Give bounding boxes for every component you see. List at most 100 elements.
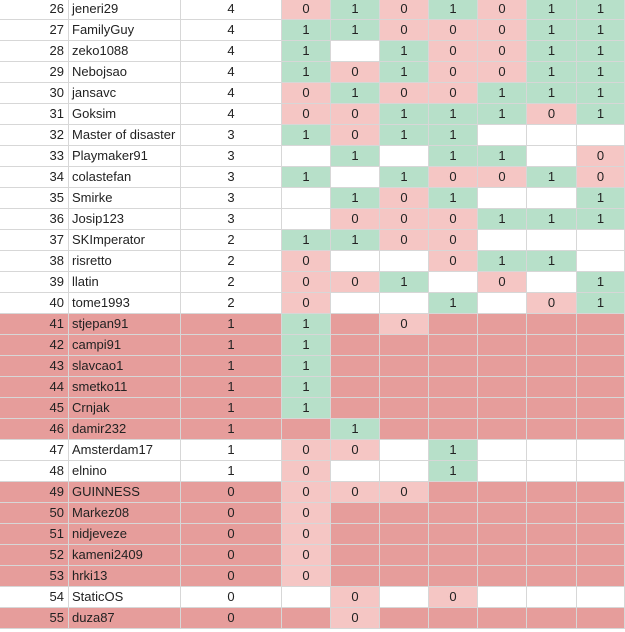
result-cell[interactable]	[577, 566, 625, 587]
result-cell[interactable]: 1	[527, 167, 577, 188]
result-cell[interactable]: 1	[282, 314, 331, 335]
result-cell[interactable]	[380, 524, 429, 545]
result-cell[interactable]: 0	[380, 0, 429, 20]
rank-cell[interactable]: 49	[0, 482, 69, 503]
player-name-cell[interactable]: Josip123	[69, 209, 181, 230]
result-cell[interactable]: 1	[380, 125, 429, 146]
result-cell[interactable]	[331, 545, 380, 566]
result-cell[interactable]	[577, 377, 625, 398]
result-cell[interactable]: 1	[429, 293, 478, 314]
result-cell[interactable]	[380, 503, 429, 524]
player-name-cell[interactable]: Nebojsao	[69, 62, 181, 83]
result-cell[interactable]	[478, 188, 527, 209]
points-cell[interactable]: 3	[181, 146, 282, 167]
result-cell[interactable]	[478, 356, 527, 377]
result-cell[interactable]: 1	[380, 272, 429, 293]
points-cell[interactable]: 3	[181, 167, 282, 188]
result-cell[interactable]: 0	[331, 608, 380, 629]
points-cell[interactable]: 4	[181, 41, 282, 62]
result-cell[interactable]	[331, 167, 380, 188]
result-cell[interactable]: 1	[577, 20, 625, 41]
result-cell[interactable]	[577, 482, 625, 503]
rank-cell[interactable]: 51	[0, 524, 69, 545]
result-cell[interactable]	[478, 335, 527, 356]
result-cell[interactable]: 0	[380, 314, 429, 335]
result-cell[interactable]	[478, 419, 527, 440]
result-cell[interactable]	[380, 251, 429, 272]
result-cell[interactable]: 0	[331, 62, 380, 83]
result-cell[interactable]	[527, 146, 577, 167]
rank-cell[interactable]: 35	[0, 188, 69, 209]
result-cell[interactable]: 1	[282, 20, 331, 41]
result-cell[interactable]: 0	[331, 440, 380, 461]
result-cell[interactable]: 0	[478, 41, 527, 62]
rank-cell[interactable]: 38	[0, 251, 69, 272]
player-name-cell[interactable]: StaticOS	[69, 587, 181, 608]
result-cell[interactable]	[429, 482, 478, 503]
result-cell[interactable]	[429, 377, 478, 398]
result-cell[interactable]	[478, 524, 527, 545]
result-cell[interactable]: 1	[429, 440, 478, 461]
player-name-cell[interactable]: llatin	[69, 272, 181, 293]
player-name-cell[interactable]: Markez08	[69, 503, 181, 524]
result-cell[interactable]: 0	[429, 41, 478, 62]
points-cell[interactable]: 2	[181, 272, 282, 293]
player-name-cell[interactable]: Smirke	[69, 188, 181, 209]
result-cell[interactable]: 0	[429, 587, 478, 608]
result-cell[interactable]	[577, 440, 625, 461]
result-cell[interactable]: 0	[429, 167, 478, 188]
result-cell[interactable]	[577, 545, 625, 566]
result-cell[interactable]: 0	[331, 125, 380, 146]
result-cell[interactable]	[478, 545, 527, 566]
result-cell[interactable]	[429, 356, 478, 377]
result-cell[interactable]	[527, 230, 577, 251]
points-cell[interactable]: 2	[181, 293, 282, 314]
player-name-cell[interactable]: jansavc	[69, 83, 181, 104]
result-cell[interactable]	[429, 503, 478, 524]
result-cell[interactable]: 1	[577, 188, 625, 209]
result-cell[interactable]	[331, 524, 380, 545]
result-cell[interactable]	[331, 335, 380, 356]
result-cell[interactable]	[429, 524, 478, 545]
result-cell[interactable]	[577, 398, 625, 419]
result-cell[interactable]: 1	[527, 83, 577, 104]
result-cell[interactable]	[429, 566, 478, 587]
result-cell[interactable]	[527, 125, 577, 146]
result-cell[interactable]	[331, 503, 380, 524]
player-name-cell[interactable]: slavcao1	[69, 356, 181, 377]
result-cell[interactable]: 1	[380, 167, 429, 188]
points-cell[interactable]: 1	[181, 461, 282, 482]
rank-cell[interactable]: 41	[0, 314, 69, 335]
result-cell[interactable]	[527, 272, 577, 293]
result-cell[interactable]	[577, 524, 625, 545]
rank-cell[interactable]: 50	[0, 503, 69, 524]
result-cell[interactable]	[331, 356, 380, 377]
result-cell[interactable]	[429, 398, 478, 419]
result-cell[interactable]: 0	[380, 188, 429, 209]
result-cell[interactable]: 1	[577, 209, 625, 230]
player-name-cell[interactable]: kameni2409	[69, 545, 181, 566]
rank-cell[interactable]: 37	[0, 230, 69, 251]
result-cell[interactable]	[429, 314, 478, 335]
result-cell[interactable]	[380, 587, 429, 608]
result-cell[interactable]: 0	[380, 209, 429, 230]
result-cell[interactable]	[331, 251, 380, 272]
result-cell[interactable]: 1	[331, 146, 380, 167]
result-cell[interactable]: 1	[331, 83, 380, 104]
result-cell[interactable]	[478, 587, 527, 608]
result-cell[interactable]	[380, 293, 429, 314]
player-name-cell[interactable]: zeko1088	[69, 41, 181, 62]
player-name-cell[interactable]: Master of disaster	[69, 125, 181, 146]
result-cell[interactable]: 0	[282, 461, 331, 482]
points-cell[interactable]: 4	[181, 104, 282, 125]
result-cell[interactable]: 1	[429, 461, 478, 482]
result-cell[interactable]	[527, 566, 577, 587]
result-cell[interactable]	[429, 272, 478, 293]
player-name-cell[interactable]: Goksim	[69, 104, 181, 125]
result-cell[interactable]	[331, 398, 380, 419]
result-cell[interactable]: 1	[429, 146, 478, 167]
result-cell[interactable]	[478, 440, 527, 461]
result-cell[interactable]	[577, 419, 625, 440]
rank-cell[interactable]: 31	[0, 104, 69, 125]
result-cell[interactable]	[429, 608, 478, 629]
